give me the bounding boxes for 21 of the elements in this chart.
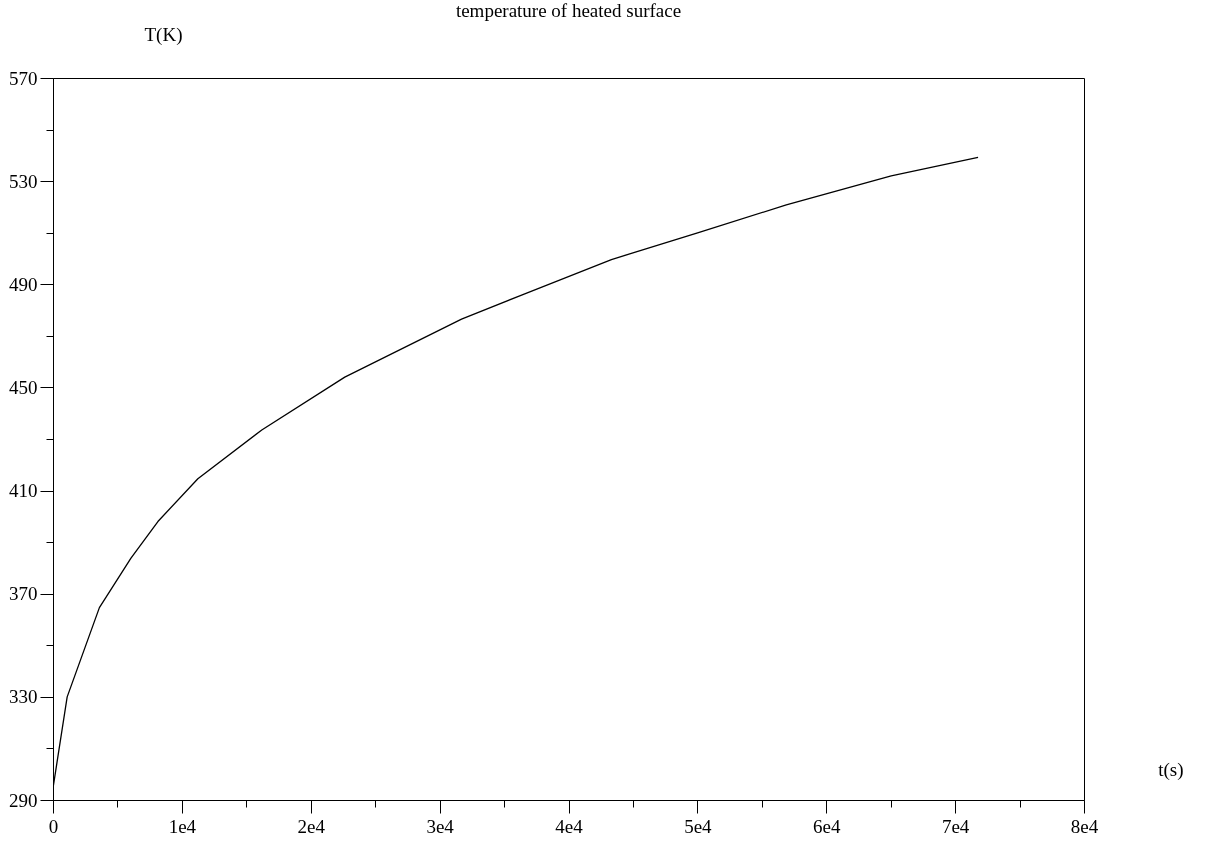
y-tick-label: 490: [9, 273, 38, 295]
chart-title: temperature of heated surface: [455, 0, 682, 21]
y-tick-label: 530: [9, 170, 38, 192]
y-tick-label: 570: [9, 67, 38, 89]
y-tick-label: 330: [9, 686, 38, 708]
y-tick-label: 450: [9, 376, 38, 398]
x-tick-label: 0: [48, 815, 59, 837]
x-tick-label: 1e4: [168, 815, 197, 837]
x-tick-label: 7e4: [941, 815, 970, 837]
x-tick-label: 4e4: [555, 815, 584, 837]
x-tick-label: 6e4: [813, 815, 841, 837]
x-tick-label: 2e4: [297, 815, 326, 837]
line-series: [53, 156, 979, 789]
y-axis-title: T(K): [144, 23, 183, 46]
x-tick-label: 3e4: [426, 815, 455, 837]
y-tick-label: 290: [9, 789, 38, 811]
x-axis-title: t(s): [1158, 758, 1184, 781]
y-tick-label: 410: [9, 480, 38, 502]
y-tick-label: 370: [9, 583, 38, 605]
x-tick-label: 5e4: [684, 815, 713, 837]
x-tick-label: 8e4: [1070, 815, 1099, 837]
